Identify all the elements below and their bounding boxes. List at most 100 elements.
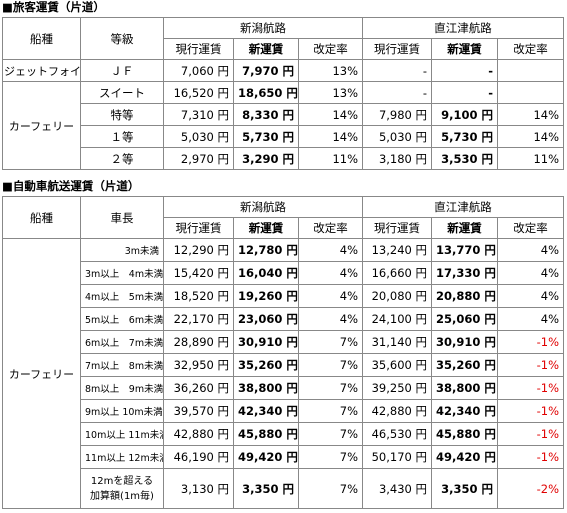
fare-table: 船種 車長 新潟航路 直江津航路 現行運賃 新運賃 改定率 現行運賃 新運賃 改定率 カーフェリー 3… [2, 196, 565, 509]
value-cell: - [362, 81, 433, 104]
value-cell: 3,430 円 [362, 468, 433, 509]
class-cell: 10m以上 11m未満 [80, 422, 164, 446]
value-cell: 3,350 円 [431, 468, 499, 509]
value-cell: 16,040 円 [233, 261, 299, 285]
class-cell: 5m以上 6m未満 [80, 307, 164, 331]
value-cell: 14% [497, 103, 565, 126]
class-line: 12mを超える [90, 475, 154, 487]
column-header: 改定率 [497, 38, 565, 60]
value-cell: 15,420 円 [163, 261, 234, 285]
value-cell: 20,080 円 [362, 284, 433, 308]
section-title: ■自動車航送運賃（片道） [2, 179, 140, 193]
column-header: 現行運賃 [362, 38, 433, 60]
class-cell: 7m以上 8m未満 [80, 353, 164, 377]
value-cell: 4% [497, 307, 565, 331]
header-cell: 等級 [80, 17, 164, 60]
value-cell: 5,030 円 [163, 125, 234, 148]
vessel-type: カーフェリー [2, 238, 81, 509]
column-header: 新運賃 [431, 38, 499, 60]
column-header: 改定率 [497, 217, 565, 239]
value-cell: 4% [297, 238, 364, 262]
value-cell: 7% [297, 445, 364, 469]
column-header: 新運賃 [233, 38, 299, 60]
data-row: 9m以上 10m未満 39,570 円 42,340 円 7% 42,880 円 42,3… [3, 399, 565, 423]
class-cell: スイート [80, 81, 164, 104]
value-cell: 20,880 円 [431, 284, 499, 308]
value-cell: 25,060 円 [431, 307, 499, 331]
value-cell: 23,060 円 [233, 307, 299, 331]
value-cell: 22,170 円 [163, 307, 234, 331]
value-cell: 39,250 円 [362, 376, 433, 400]
value-cell: 3,530 円 [431, 147, 499, 170]
data-row: 5m以上 6m未満 22,170 円 23,060 円 4% 24,100 円 25,06… [3, 307, 565, 331]
value-cell: 42,880 円 [163, 422, 234, 446]
value-cell: 7% [297, 468, 364, 509]
column-header: 改定率 [297, 38, 364, 60]
value-cell: 4% [297, 261, 364, 285]
class-cell: 3m未満 [80, 238, 164, 262]
value-cell: -1% [497, 330, 565, 354]
fare-table: 船種 等級 新潟航路 直江津航路 現行運賃 新運賃 改定率 現行運賃 新運賃 改定率 ジェットフォイ… [2, 17, 565, 170]
value-cell: 11% [497, 147, 565, 170]
vessel-type: カーフェリー [2, 81, 81, 170]
value-cell: 35,260 円 [233, 353, 299, 377]
value-cell: 16,520 円 [163, 81, 234, 104]
class-cell: 3m以上 4m未満 [80, 261, 164, 285]
data-row: 11m以上 12m未満 46,190 円 49,420 円 7% 50,170 円 49,… [3, 445, 565, 469]
value-cell: 3,130 円 [163, 468, 234, 509]
value-cell: 7% [297, 353, 364, 377]
class-cell: 4m以上 5m未満 [80, 284, 164, 308]
value-cell: 36,260 円 [163, 376, 234, 400]
data-row: ジェットフォイルＪＦ7,060 円7,970 円13%-- [2, 59, 565, 82]
class-cell: 8m以上 9m未満 [80, 376, 164, 400]
class-cell: 11m以上 12m未満 [80, 445, 164, 469]
value-cell: 24,100 円 [362, 307, 433, 331]
value-cell: 13,770 円 [431, 238, 499, 262]
value-cell: 18,520 円 [163, 284, 234, 308]
value-cell: 7,970 円 [233, 59, 299, 82]
data-row: 6m以上 7m未満 28,890 円 30,910 円 7% 31,140 円 30,91… [3, 330, 565, 354]
value-cell: 7% [297, 399, 364, 423]
value-cell: -1% [497, 376, 565, 400]
header-row: 船種 等級 新潟航路 直江津航路 [2, 17, 565, 60]
class-cell: ２等 [80, 147, 164, 170]
value-cell: 30,910 円 [233, 330, 299, 354]
value-cell: 4% [497, 284, 565, 308]
header-row: 船種 車長 新潟航路 直江津航路 [2, 196, 565, 239]
class-cell: 6m以上 7m未満 [80, 330, 164, 354]
value-cell: 19,260 円 [233, 284, 299, 308]
class-cell: 特等 [80, 103, 164, 126]
value-cell: 46,190 円 [163, 445, 234, 469]
value-cell: 5,730 円 [233, 125, 299, 148]
header-cell: 船種 [2, 17, 81, 60]
value-cell: -1% [497, 445, 565, 469]
value-cell: 4% [497, 238, 565, 262]
value-cell: 45,880 円 [233, 422, 299, 446]
value-cell: 31,140 円 [362, 330, 433, 354]
data-row: 7m以上 8m未満 32,950 円 35,260 円 7% 35,600 円 35,26… [3, 353, 565, 377]
column-header: 改定率 [297, 217, 364, 239]
route-header: 新潟航路 [162, 196, 364, 218]
value-cell: 7,310 円 [163, 103, 234, 126]
value-cell: 13,240 円 [362, 238, 433, 262]
value-cell: 13% [297, 81, 364, 104]
value-cell: 2,970 円 [163, 147, 234, 170]
value-cell: 38,800 円 [431, 376, 499, 400]
value-cell: - [431, 81, 499, 104]
value-cell: 42,340 円 [233, 399, 299, 423]
value-cell: 7% [297, 330, 364, 354]
value-cell: 28,890 円 [163, 330, 234, 354]
empty-cell [497, 81, 565, 104]
column-header: 現行運賃 [362, 217, 433, 239]
value-cell: 14% [497, 125, 565, 148]
value-cell: 7,060 円 [163, 59, 234, 82]
data-row: 特等 7,310 円 8,330 円 14% 7,980 円 9,100 円 14% [3, 103, 565, 126]
data-row: １等 5,030 円 5,730 円 14% 5,030 円 5,730 円 14% [3, 125, 565, 148]
value-cell: 49,420 円 [233, 445, 299, 469]
value-cell: 42,880 円 [362, 399, 433, 423]
value-cell: 46,530 円 [362, 422, 433, 446]
route-header: 直江津航路 [362, 17, 565, 39]
route-header: 新潟航路 [162, 17, 364, 39]
value-cell: 17,330 円 [431, 261, 499, 285]
